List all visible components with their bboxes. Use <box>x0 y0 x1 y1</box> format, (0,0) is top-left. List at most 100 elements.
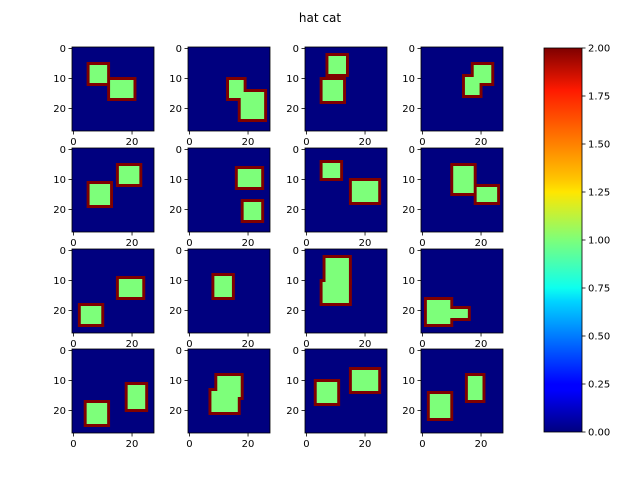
x-tick-label: 20 <box>126 238 139 249</box>
panel-12: 0 10 20 0 20 <box>402 246 504 350</box>
y-tick-label: 10 <box>286 175 299 186</box>
y-tick-label: 20 <box>286 104 299 115</box>
x-tick-label: 0 <box>303 137 309 148</box>
square-fill <box>118 166 140 184</box>
y-tick-label: 0 <box>60 145 66 156</box>
y-tick-label: 20 <box>402 406 415 417</box>
square-fill <box>89 65 108 83</box>
y-tick-label: 10 <box>286 74 299 85</box>
y-tick-label: 10 <box>286 376 299 387</box>
y-tick-label: 0 <box>293 44 299 55</box>
square-fill <box>351 181 379 202</box>
panel-frame <box>304 46 388 132</box>
y-tick-label: 10 <box>169 276 182 287</box>
y-tick-label: 20 <box>169 205 182 216</box>
square-fill <box>243 202 262 220</box>
square-fill <box>86 403 108 424</box>
y-tick-label: 20 <box>53 205 66 216</box>
colorbar-tick-label: 1.00 <box>588 236 610 247</box>
square-fill <box>322 163 341 178</box>
y-tick-label: 10 <box>53 376 66 387</box>
x-tick-label: 20 <box>475 339 488 350</box>
y-tick-label: 10 <box>286 276 299 287</box>
colorbar: 0.00 0.25 0.50 0.75 1.00 1.25 1.50 1.75 2.00 <box>543 44 610 439</box>
y-tick-label: 0 <box>409 346 415 357</box>
colorbar-gradient <box>543 47 583 433</box>
square-fill <box>453 166 474 193</box>
panel-frame <box>187 248 271 334</box>
colorbar-tick-label: 2.00 <box>588 44 610 55</box>
panel-frame <box>304 248 388 334</box>
x-tick-label: 0 <box>70 238 76 249</box>
y-tick-label: 20 <box>169 406 182 417</box>
panel-16: 0 10 20 0 20 <box>402 346 504 450</box>
square-fill <box>237 169 262 187</box>
square-fill <box>127 385 146 409</box>
y-tick-label: 20 <box>402 104 415 115</box>
colorbar-tick-label: 0.25 <box>588 380 610 391</box>
x-tick-label: 20 <box>475 439 488 450</box>
x-tick-label: 0 <box>303 339 309 350</box>
y-tick-label: 10 <box>402 74 415 85</box>
x-tick-label: 0 <box>186 439 192 450</box>
x-tick-label: 20 <box>242 439 255 450</box>
square-fill <box>464 77 480 95</box>
x-tick-label: 20 <box>475 137 488 148</box>
square-fill <box>467 376 483 400</box>
panel-frame <box>187 46 271 132</box>
square-fill <box>211 391 238 412</box>
panel-6: 0 10 20 0 20 <box>169 145 271 249</box>
panel-frame <box>71 46 155 132</box>
y-tick-label: 10 <box>53 175 66 186</box>
x-tick-label: 20 <box>126 339 139 350</box>
x-tick-label: 20 <box>359 137 372 148</box>
y-tick-label: 0 <box>293 346 299 357</box>
x-tick-label: 20 <box>242 339 255 350</box>
figure-title: hat cat <box>299 11 341 25</box>
x-tick-label: 0 <box>70 137 76 148</box>
square-fill <box>316 382 338 403</box>
panel-frame <box>420 147 504 233</box>
y-tick-label: 20 <box>402 205 415 216</box>
panel-frame <box>420 348 504 434</box>
colorbar-tick-label: 1.25 <box>588 188 610 199</box>
y-tick-label: 20 <box>286 306 299 317</box>
square-fill <box>89 184 111 205</box>
x-tick-label: 0 <box>186 339 192 350</box>
square-fill <box>325 258 349 282</box>
y-tick-label: 0 <box>60 346 66 357</box>
panel-frame <box>187 348 271 434</box>
y-tick-label: 10 <box>402 376 415 387</box>
y-tick-label: 20 <box>286 205 299 216</box>
square-fill <box>118 279 143 297</box>
x-tick-label: 0 <box>70 439 76 450</box>
panel-5: 0 10 20 0 20 <box>53 145 155 249</box>
x-tick-label: 20 <box>242 238 255 249</box>
y-tick-label: 20 <box>53 104 66 115</box>
colorbar-tick-label: 1.50 <box>588 140 610 151</box>
square-fill <box>441 309 468 318</box>
x-tick-label: 20 <box>242 137 255 148</box>
colorbar-ticks: 0.00 0.25 0.50 0.75 1.00 1.25 1.50 1.75 2.00 <box>582 44 610 439</box>
panel-1: 0 10 20 0 20 <box>53 44 155 148</box>
y-tick-label: 0 <box>409 246 415 257</box>
y-tick-label: 10 <box>169 74 182 85</box>
colorbar-tick-label: 0.75 <box>588 284 610 295</box>
y-tick-label: 0 <box>293 246 299 257</box>
panel-7: 0 10 20 0 20 <box>286 145 388 249</box>
x-tick-label: 0 <box>303 238 309 249</box>
x-tick-label: 0 <box>419 238 425 249</box>
x-tick-label: 20 <box>475 238 488 249</box>
square-fill <box>110 80 134 98</box>
panel-10: 0 10 20 0 20 <box>169 246 271 350</box>
panel-frame <box>71 248 155 334</box>
y-tick-label: 20 <box>53 406 66 417</box>
y-tick-label: 0 <box>60 44 66 55</box>
x-tick-label: 20 <box>126 137 139 148</box>
square-fill <box>240 92 265 119</box>
y-tick-label: 0 <box>293 145 299 156</box>
y-tick-label: 20 <box>169 104 182 115</box>
panel-frame <box>187 147 271 233</box>
y-tick-label: 0 <box>176 44 182 55</box>
square-fill <box>351 370 379 391</box>
